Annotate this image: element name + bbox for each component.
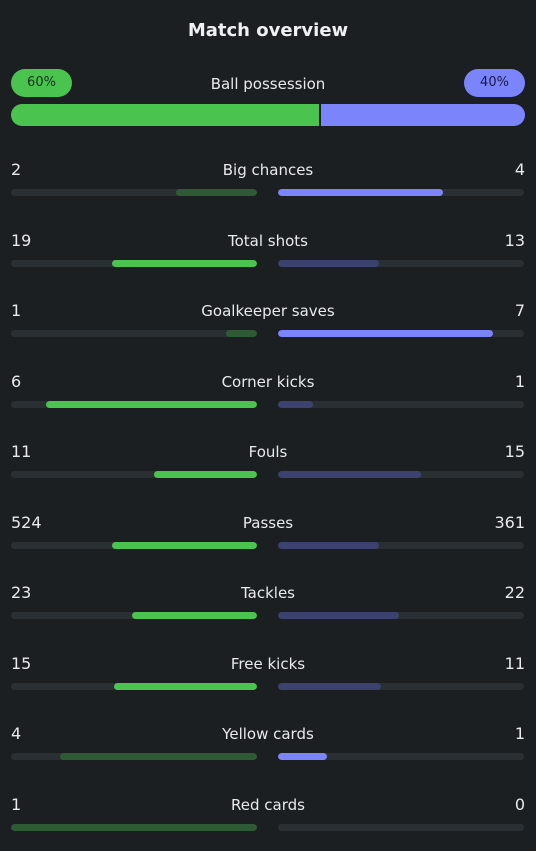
home-stat-track xyxy=(11,471,257,478)
away-stat-bar xyxy=(278,189,443,196)
stat-row: 19 Total shots 13 xyxy=(11,231,525,276)
stat-row: 15 Free kicks 11 xyxy=(11,654,525,699)
away-stat-value: 4 xyxy=(514,160,525,179)
home-stat-bar xyxy=(226,330,257,337)
stat-row: 1 Red cards 0 xyxy=(11,795,525,840)
page-title: Match overview xyxy=(187,20,349,41)
home-stat-bar xyxy=(60,753,257,760)
home-stat-value: 4 xyxy=(11,724,22,743)
stat-row: 524 Passes 361 xyxy=(11,513,525,558)
stat-label: Big chances xyxy=(222,161,314,179)
away-stat-bar xyxy=(278,400,314,408)
possession-away-segment xyxy=(321,104,525,126)
home-stat-value: 1 xyxy=(11,301,22,320)
home-stat-bar xyxy=(175,189,257,196)
away-stat-track xyxy=(278,189,524,196)
home-stat-track xyxy=(11,682,257,690)
home-stat-bar xyxy=(153,471,257,478)
home-stat-value: 524 xyxy=(11,512,42,532)
away-stat-value: 1 xyxy=(514,371,525,391)
home-stat-track xyxy=(11,753,257,760)
away-stat-track xyxy=(278,753,524,760)
stat-label: Corner kicks xyxy=(221,372,315,391)
away-stat-bar xyxy=(278,259,379,267)
home-stat-track xyxy=(11,400,257,408)
away-stat-value: 22 xyxy=(504,583,525,602)
stat-row: 6 Corner kicks 1 xyxy=(11,372,525,417)
possession-label: Ball possession xyxy=(210,75,326,93)
stat-label: Fouls xyxy=(248,443,288,461)
home-stat-track xyxy=(11,541,257,549)
away-stat-value: 11 xyxy=(504,653,525,673)
away-stat-track xyxy=(278,823,524,831)
home-stat-bar xyxy=(131,612,257,619)
away-stat-bar xyxy=(278,330,494,337)
away-stat-value: 361 xyxy=(494,512,525,532)
home-stat-bar xyxy=(46,400,257,408)
home-stat-value: 2 xyxy=(11,160,22,179)
stat-label: Tackles xyxy=(240,584,296,602)
home-stat-value: 6 xyxy=(11,371,22,391)
home-stat-track xyxy=(11,259,257,267)
stat-label: Passes xyxy=(242,513,294,532)
stat-label: Red cards xyxy=(231,795,305,814)
away-possession-badge: 40% xyxy=(464,69,525,97)
away-stat-bar xyxy=(278,541,379,549)
home-stat-value: 23 xyxy=(11,583,32,602)
home-stat-bar xyxy=(114,682,257,690)
stat-row: 1 Goalkeeper saves 7 xyxy=(11,301,525,346)
away-stat-track xyxy=(278,682,524,690)
away-stat-value: 13 xyxy=(504,230,525,250)
away-stat-track xyxy=(278,330,524,337)
away-stat-value: 0 xyxy=(514,794,525,814)
away-stat-track xyxy=(278,612,524,619)
stat-label: Total shots xyxy=(228,231,308,250)
home-stat-track xyxy=(11,823,257,831)
stat-label: Goalkeeper saves xyxy=(201,302,335,320)
home-stat-bar xyxy=(11,823,257,831)
stat-row: 2 Big chances 4 xyxy=(11,160,525,205)
possession-bar xyxy=(11,104,525,126)
away-stat-bar xyxy=(278,471,421,478)
stat-row: 4 Yellow cards 1 xyxy=(11,724,525,769)
away-stat-value: 15 xyxy=(504,442,525,461)
home-stat-value: 15 xyxy=(11,653,32,673)
away-stat-value: 1 xyxy=(514,724,525,743)
home-stat-bar xyxy=(111,541,257,549)
stat-label: Free kicks xyxy=(230,654,306,673)
away-stat-bar xyxy=(278,612,399,619)
home-stat-value: 1 xyxy=(11,794,22,814)
away-stat-value: 7 xyxy=(514,301,525,320)
home-stat-track xyxy=(11,189,257,196)
away-stat-track xyxy=(278,400,524,408)
home-stat-track xyxy=(11,612,257,619)
away-stat-track xyxy=(278,259,524,267)
away-stat-track xyxy=(278,541,524,549)
home-stat-value: 19 xyxy=(11,230,32,250)
away-stat-track xyxy=(278,471,524,478)
away-stat-bar xyxy=(278,682,382,690)
home-stat-track xyxy=(11,330,257,337)
stat-row: 11 Fouls 15 xyxy=(11,442,525,487)
possession-home-segment xyxy=(11,104,320,126)
stat-row: 23 Tackles 22 xyxy=(11,583,525,628)
stat-label: Yellow cards xyxy=(222,725,314,743)
home-stat-value: 11 xyxy=(11,442,32,461)
away-stat-bar xyxy=(278,753,328,760)
home-possession-badge: 60% xyxy=(11,69,72,97)
home-stat-bar xyxy=(111,259,257,267)
